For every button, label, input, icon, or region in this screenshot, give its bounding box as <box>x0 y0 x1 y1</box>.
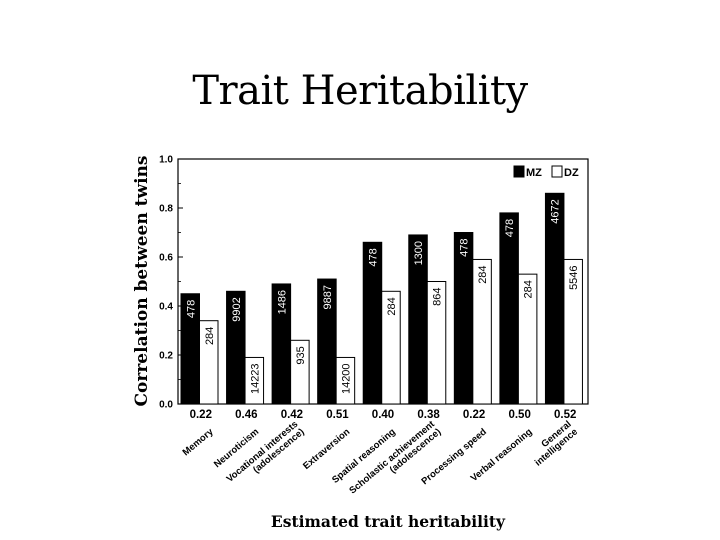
bar-dz <box>199 320 219 405</box>
category-label: Vocational interests(adolescence) <box>225 419 307 485</box>
sample-size-label: 284 <box>523 280 535 298</box>
sample-size-label: 478 <box>367 248 379 266</box>
y-tick-label: 1.0 <box>159 155 173 166</box>
heritability-value: 0.38 <box>417 409 440 421</box>
chart-legend: MZ DZ <box>513 165 579 179</box>
bar-mz <box>499 212 519 405</box>
sample-size-label: 14223 <box>249 363 261 394</box>
heritability-value: 0.51 <box>326 409 349 421</box>
legend-label-mz: MZ <box>526 167 542 179</box>
category-label-line: Memory <box>181 426 217 458</box>
sample-size-label: 478 <box>185 300 197 318</box>
sample-size-label: 14200 <box>340 363 352 394</box>
heritability-value: 0.22 <box>463 409 485 421</box>
sample-size-label: 478 <box>459 239 471 257</box>
sample-size-label: 5546 <box>568 265 580 289</box>
sample-size-label: 284 <box>477 265 489 283</box>
chart-bars: 478 284 9902 14223 1486 935 9887 14200 478 284 130… <box>180 192 583 405</box>
bar-mz <box>226 290 246 405</box>
bar-dz <box>335 356 356 405</box>
sample-size-label: 935 <box>295 346 307 364</box>
legend-swatch-mz <box>513 165 525 178</box>
bar-dz <box>426 281 447 405</box>
heritability-value: 0.46 <box>235 409 257 421</box>
bar-dz <box>381 290 401 405</box>
chart-labels: 0.22Memory0.46Neuroticism0.42Vocational … <box>181 409 580 496</box>
sample-size-label: 1486 <box>276 290 288 314</box>
sample-size-label: 9902 <box>231 297 243 321</box>
heritability-value: 0.42 <box>281 409 303 421</box>
bar-dz <box>244 356 265 405</box>
sample-size-label: 284 <box>386 297 398 315</box>
heritability-value: 0.50 <box>508 409 530 421</box>
x-axis-label: Estimated trait heritability <box>271 512 506 531</box>
sample-size-label: 478 <box>504 219 516 237</box>
y-axis-label: Correlation between twins <box>132 156 152 407</box>
slide-title: Trait Heritability <box>192 68 528 114</box>
y-tick-label: 0.0 <box>159 400 173 411</box>
bar-mz <box>317 278 337 405</box>
legend-swatch-dz <box>551 165 563 178</box>
bar-dz <box>517 273 538 405</box>
heritability-value: 0.52 <box>554 409 576 421</box>
y-tick-label: 0.4 <box>159 302 173 313</box>
bar-mz <box>544 192 565 405</box>
sample-size-label: 1300 <box>413 241 425 265</box>
category-label: Memory <box>181 426 217 458</box>
sample-size-label: 284 <box>204 327 216 345</box>
bar-dz <box>563 258 583 405</box>
legend-label-dz: DZ <box>564 167 579 179</box>
bar-dz <box>472 258 492 405</box>
sample-size-label: 864 <box>432 288 444 306</box>
sample-size-label: 4672 <box>550 199 562 223</box>
bar-mz <box>453 232 474 405</box>
y-tick-label: 0.8 <box>159 204 173 215</box>
y-tick-label: 0.2 <box>159 351 173 362</box>
sample-size-label: 9887 <box>322 285 334 309</box>
heritability-value: 0.40 <box>372 409 394 421</box>
bar-dz <box>290 339 310 405</box>
heritability-value: 0.22 <box>190 409 212 421</box>
y-tick-label: 0.6 <box>159 253 173 264</box>
